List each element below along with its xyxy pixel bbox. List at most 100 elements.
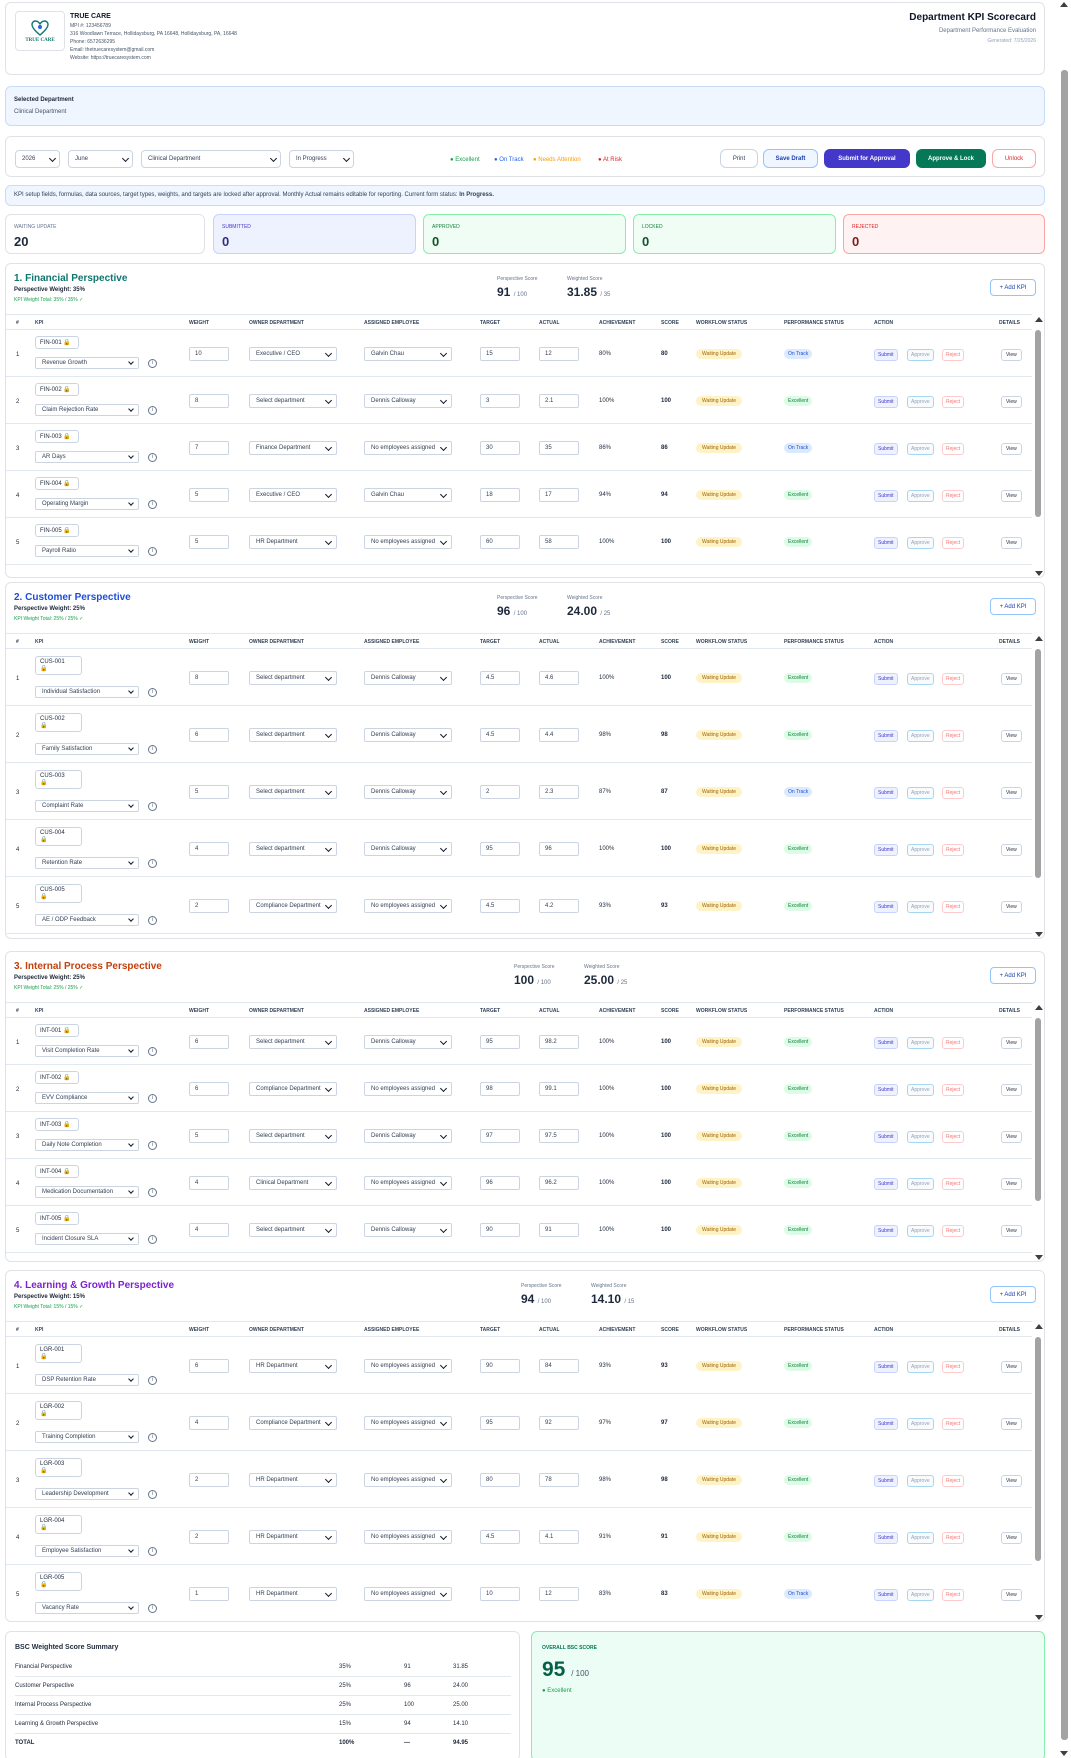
view-kpi-button[interactable]: View [1001,787,1022,799]
target-input[interactable]: 95 [480,1416,520,1430]
reject-kpi-button[interactable]: Reject [942,349,965,361]
target-input[interactable]: 10 [480,1587,520,1601]
reject-kpi-button[interactable]: Reject [942,1037,965,1049]
approve-kpi-button[interactable]: Approve [907,787,934,799]
page-scrollbar[interactable] [1058,0,1071,1758]
kpi-name-select[interactable]: EVV Compliance [35,1092,139,1104]
view-kpi-button[interactable]: View [1001,443,1022,455]
weight-input[interactable]: 10 [189,347,229,361]
owner-department-select[interactable]: Select department [249,1223,337,1237]
kpi-name-select[interactable]: AE / ODP Feedback [35,914,139,926]
info-icon[interactable]: i [148,1094,157,1103]
submit-kpi-button[interactable]: Submit [874,396,898,408]
actual-input[interactable]: 97.5 [539,1129,579,1143]
approve-kpi-button[interactable]: Approve [907,1532,934,1544]
submit-kpi-button[interactable]: Submit [874,901,898,913]
add-kpi-button[interactable]: + Add KPI [990,1286,1036,1303]
actual-input[interactable]: 92 [539,1416,579,1430]
weight-input[interactable]: 6 [189,1359,229,1373]
weight-input[interactable]: 5 [189,785,229,799]
assigned-employee-select[interactable]: Dennis Calloway [364,1129,452,1143]
target-input[interactable]: 90 [480,1359,520,1373]
info-icon[interactable]: i [148,453,157,462]
view-kpi-button[interactable]: View [1001,844,1022,856]
reject-kpi-button[interactable]: Reject [942,673,965,685]
assigned-employee-select[interactable]: Dennis Calloway [364,671,452,685]
actual-input[interactable]: 17 [539,488,579,502]
reject-kpi-button[interactable]: Reject [942,1361,965,1373]
kpi-name-select[interactable]: Vacancy Rate [35,1602,139,1614]
weight-input[interactable]: 6 [189,1035,229,1049]
target-input[interactable]: 4.5 [480,899,520,913]
owner-department-select[interactable]: Executive / CEO [249,488,337,502]
actual-input[interactable]: 84 [539,1359,579,1373]
table-scroll-thumb[interactable] [1035,649,1041,878]
approve-kpi-button[interactable]: Approve [907,901,934,913]
target-input[interactable]: 18 [480,488,520,502]
approve-kpi-button[interactable]: Approve [907,490,934,502]
kpi-name-select[interactable]: Payroll Ratio [35,545,139,557]
owner-department-select[interactable]: HR Department [249,1473,337,1487]
info-icon[interactable]: i [148,745,157,754]
assigned-employee-select[interactable]: No employees assigned [364,1530,452,1544]
scroll-up-icon[interactable] [1035,1324,1043,1329]
owner-department-select[interactable]: HR Department [249,1530,337,1544]
scroll-up-icon[interactable] [1035,317,1043,322]
view-kpi-button[interactable]: View [1001,1589,1022,1601]
kpi-name-select[interactable]: Operating Margin [35,498,139,510]
submit-kpi-button[interactable]: Submit [874,1361,898,1373]
approve-kpi-button[interactable]: Approve [907,443,934,455]
submit-kpi-button[interactable]: Submit [874,1475,898,1487]
view-kpi-button[interactable]: View [1001,673,1022,685]
assigned-employee-select[interactable]: Galvin Chau [364,347,452,361]
info-icon[interactable]: i [148,1141,157,1150]
submit-kpi-button[interactable]: Submit [874,730,898,742]
info-icon[interactable]: i [148,1547,157,1556]
owner-department-select[interactable]: Executive / CEO [249,347,337,361]
weight-input[interactable]: 2 [189,1473,229,1487]
status-select[interactable]: In Progress [289,150,354,168]
kpi-name-select[interactable]: Medication Documentation [35,1186,139,1198]
target-input[interactable]: 96 [480,1176,520,1190]
assigned-employee-select[interactable]: No employees assigned [364,441,452,455]
weight-input[interactable]: 4 [189,1223,229,1237]
reject-kpi-button[interactable]: Reject [942,1084,965,1096]
approve-kpi-button[interactable]: Approve [907,349,934,361]
reject-kpi-button[interactable]: Reject [942,1475,965,1487]
weight-input[interactable]: 8 [189,394,229,408]
view-kpi-button[interactable]: View [1001,396,1022,408]
submit-kpi-button[interactable]: Submit [874,1178,898,1190]
submit-kpi-button[interactable]: Submit [874,787,898,799]
actual-input[interactable]: 96.2 [539,1176,579,1190]
reject-kpi-button[interactable]: Reject [942,490,965,502]
assigned-employee-select[interactable]: No employees assigned [364,1587,452,1601]
weight-input[interactable]: 4 [189,1416,229,1430]
reject-kpi-button[interactable]: Reject [942,443,965,455]
weight-input[interactable]: 6 [189,1082,229,1096]
submit-kpi-button[interactable]: Submit [874,1131,898,1143]
kpi-name-select[interactable]: DSP Retention Rate [35,1374,139,1386]
target-input[interactable]: 95 [480,1035,520,1049]
assigned-employee-select[interactable]: Dennis Calloway [364,394,452,408]
target-input[interactable]: 97 [480,1129,520,1143]
approve-kpi-button[interactable]: Approve [907,1131,934,1143]
target-input[interactable]: 90 [480,1223,520,1237]
actual-input[interactable]: 2.3 [539,785,579,799]
info-icon[interactable]: i [148,1490,157,1499]
assigned-employee-select[interactable]: Dennis Calloway [364,785,452,799]
target-input[interactable]: 98 [480,1082,520,1096]
assigned-employee-select[interactable]: No employees assigned [364,1416,452,1430]
target-input[interactable]: 30 [480,441,520,455]
actual-input[interactable]: 2.1 [539,394,579,408]
submit-kpi-button[interactable]: Submit [874,1418,898,1430]
approve-kpi-button[interactable]: Approve [907,1418,934,1430]
scroll-thumb[interactable] [1061,70,1068,1740]
actual-input[interactable]: 4.4 [539,728,579,742]
owner-department-select[interactable]: Select department [249,1035,337,1049]
weight-input[interactable]: 2 [189,899,229,913]
kpi-name-select[interactable]: Incident Closure SLA [35,1233,139,1245]
target-input[interactable]: 4.5 [480,1530,520,1544]
submit-kpi-button[interactable]: Submit [874,844,898,856]
info-icon[interactable]: i [148,1433,157,1442]
table-scroll-thumb[interactable] [1035,1337,1041,1561]
